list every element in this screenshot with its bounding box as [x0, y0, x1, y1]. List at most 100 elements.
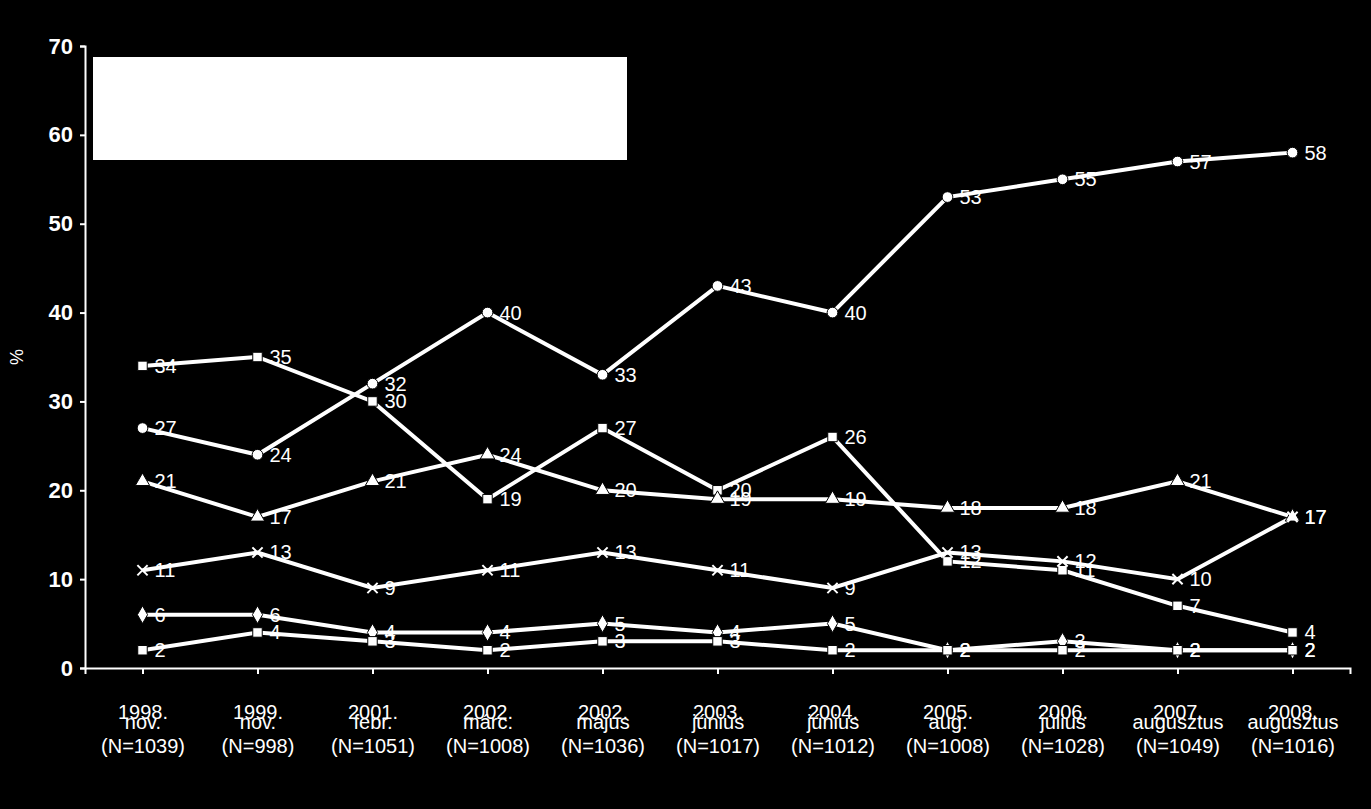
data-label: 17	[270, 506, 292, 528]
marker	[827, 583, 837, 593]
y-axis: 010203040506070	[49, 34, 86, 681]
x-tick: 2007.augusztus(N=1049)	[1132, 668, 1223, 757]
marker	[365, 473, 379, 485]
data-label: 2	[1075, 639, 1086, 661]
data-label: 2	[155, 639, 166, 661]
marker	[1173, 645, 1182, 654]
marker	[1172, 641, 1182, 659]
x-tick: 2003.június(N=1017)	[676, 668, 760, 757]
marker	[482, 307, 493, 318]
y-axis-line	[80, 47, 86, 669]
marker	[252, 547, 262, 557]
x-tick-mark	[257, 668, 259, 674]
marker	[1285, 509, 1299, 521]
x-tick-mark	[1292, 668, 1294, 674]
data-label: 24	[270, 444, 292, 466]
data-label: 26	[845, 426, 867, 448]
x-tick-label: 2006.július(N=1028)	[1021, 701, 1105, 757]
x-tick: 2006.július(N=1028)	[1021, 668, 1105, 757]
y-tick: 30	[49, 389, 85, 414]
data-label: 3	[615, 630, 626, 652]
data-label: 3	[730, 630, 741, 652]
marker	[825, 491, 839, 503]
data-label: 13	[615, 541, 637, 563]
x-tick-label: 2003.június(N=1017)	[676, 701, 760, 757]
x-tick-label: 2002.márc.(N=1008)	[446, 701, 530, 757]
marker	[598, 423, 607, 432]
marker	[943, 557, 952, 566]
data-label: 17	[1305, 506, 1327, 528]
data-label: 40	[845, 302, 867, 324]
marker	[367, 378, 378, 389]
data-label: 9	[845, 577, 856, 599]
marker	[827, 307, 838, 318]
marker	[250, 509, 264, 521]
y-tick-label: 70	[49, 34, 73, 59]
x-axis: 1998.nov.(N=1039)1999.nov.(N=998)2001.fe…	[86, 668, 1351, 757]
marker	[137, 565, 147, 575]
x-tick-mark	[487, 668, 489, 674]
y-tick-mark	[80, 223, 85, 225]
y-axis-title: %	[7, 349, 27, 365]
marker	[713, 637, 722, 646]
marker	[1058, 645, 1067, 654]
marker	[827, 615, 837, 633]
y-tick-label: 60	[49, 122, 73, 147]
marker	[595, 482, 609, 494]
marker	[1172, 574, 1182, 584]
data-label: 2	[845, 639, 856, 661]
data-label: 2	[1190, 639, 1201, 661]
x-tick-mark	[1062, 668, 1064, 674]
data-label: 2	[1190, 639, 1201, 661]
marker	[712, 565, 722, 575]
data-label: 27	[615, 417, 637, 439]
data-label: 18	[960, 497, 982, 519]
marker	[1287, 641, 1297, 659]
data-label: 13	[960, 541, 982, 563]
marker	[483, 645, 492, 654]
marker	[252, 606, 262, 624]
x-tick-mark	[717, 668, 719, 674]
y-tick-mark	[80, 312, 85, 314]
x-tick-label: 1998.nov.(N=1039)	[101, 701, 185, 757]
x-tick-mark	[1177, 668, 1179, 674]
y-tick: 40	[49, 300, 85, 325]
data-label: 21	[385, 470, 407, 492]
marker	[1287, 512, 1297, 522]
x-tick: 2002.május(N=1036)	[561, 668, 645, 757]
data-label: 11	[500, 559, 521, 581]
data-label: 5	[845, 613, 856, 635]
data-labels: 2724324033434053555758343530192720261211…	[155, 142, 1327, 662]
marker	[942, 192, 953, 203]
marker	[1170, 473, 1184, 485]
marker	[368, 397, 377, 406]
marker	[253, 352, 262, 361]
data-label: 57	[1190, 151, 1212, 173]
legend-box	[93, 57, 627, 160]
x-tick-mark	[372, 668, 374, 674]
x-axis-line	[86, 669, 1351, 675]
x-tick-label: 2007.augusztus(N=1049)	[1132, 701, 1223, 757]
data-label: 9	[385, 577, 396, 599]
x-tick: 1998.nov.(N=1039)	[101, 668, 185, 757]
data-label: 30	[385, 390, 407, 412]
data-label: 2	[1305, 639, 1316, 661]
y-tick-mark	[80, 668, 85, 670]
data-label: 58	[1305, 142, 1327, 164]
x-tick: 2005.aug.(N=1008)	[906, 668, 990, 757]
marker	[940, 500, 954, 512]
x-tick-label: 2005.aug.(N=1008)	[906, 701, 990, 757]
series-line	[143, 153, 1293, 455]
y-tick: 0	[61, 656, 85, 681]
marker	[482, 624, 492, 642]
data-label: 19	[730, 488, 752, 510]
series-line	[143, 357, 1293, 632]
marker	[828, 432, 837, 441]
data-label: 35	[270, 346, 292, 368]
marker	[253, 628, 262, 637]
data-label: 4	[270, 621, 281, 643]
y-tick: 60	[49, 122, 85, 147]
data-label: 18	[1075, 497, 1097, 519]
data-label: 11	[730, 559, 751, 581]
y-tick-mark	[80, 134, 85, 136]
